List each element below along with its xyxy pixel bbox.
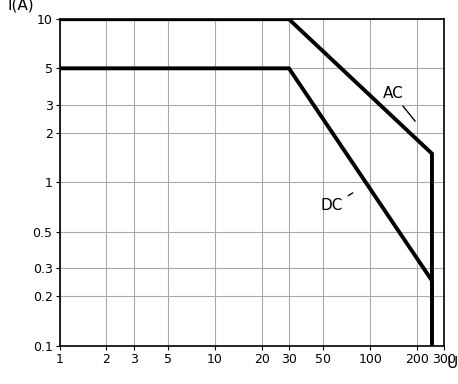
Y-axis label: I(A): I(A)	[8, 0, 34, 13]
Text: AC: AC	[382, 86, 415, 121]
Text: DC: DC	[321, 193, 353, 213]
X-axis label: U(V): U(V)	[447, 356, 458, 371]
